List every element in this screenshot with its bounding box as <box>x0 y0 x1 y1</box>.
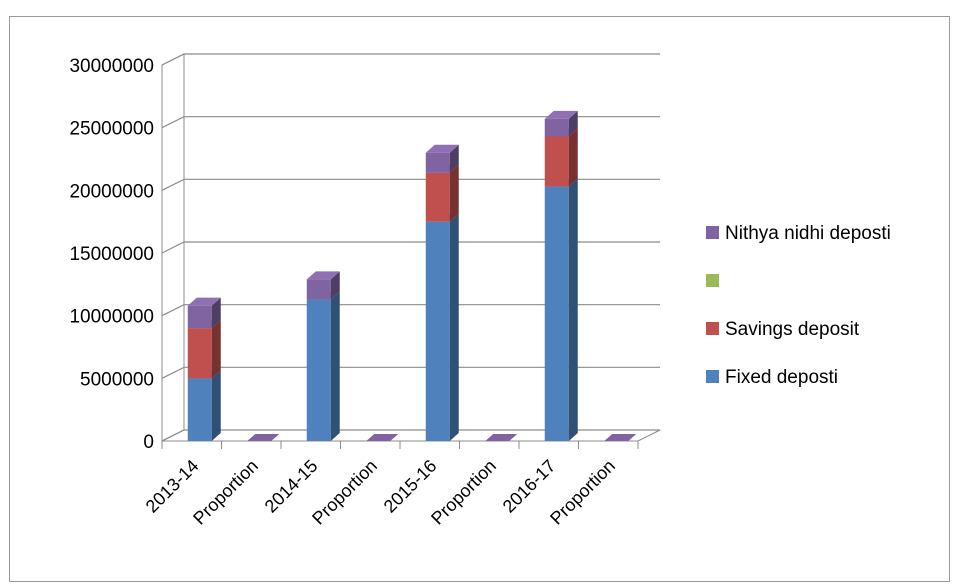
bar-front <box>425 172 450 222</box>
x-tick-label: Proportion <box>308 456 381 529</box>
gridlines <box>161 53 660 442</box>
gridline <box>161 241 660 254</box>
y-tick-label: 20000000 <box>69 181 154 202</box>
chart-container: 0 5000000 10000000 15000000 20000000 25000000… <box>9 16 950 582</box>
bar-side <box>568 178 578 441</box>
bar-top <box>187 297 221 306</box>
legend: Nithya nidhi deposti Savings deposit Fixed… <box>706 223 891 388</box>
bar-segment <box>306 291 340 441</box>
bar-zero-marker <box>247 434 280 441</box>
legend-label: Fixed deposti <box>725 367 838 388</box>
bar-side <box>330 271 340 300</box>
gridline <box>161 116 660 129</box>
legend-item: Nithya nidhi deposti <box>706 223 891 244</box>
gridline <box>161 366 660 379</box>
bar-top <box>425 144 459 153</box>
y-tick-label: 0 <box>143 432 154 453</box>
bar-front <box>544 186 569 441</box>
legend-label: Nithya nidhi deposti <box>725 223 891 244</box>
legend-item <box>706 274 719 287</box>
x-tick-label: Proportion <box>427 456 500 529</box>
y-axis-tick-labels: 0 5000000 10000000 15000000 20000000 25000000… <box>69 56 154 453</box>
legend-item: Savings deposit <box>706 319 860 340</box>
legend-swatch <box>706 322 719 335</box>
y-tick-label: 25000000 <box>69 119 154 140</box>
bar-side <box>449 144 459 173</box>
bar-side <box>568 128 578 187</box>
bar-front <box>544 118 569 137</box>
chart-walls <box>161 53 661 442</box>
bar-segment <box>544 110 578 137</box>
bar-segment <box>425 164 459 222</box>
bar-side <box>211 370 221 441</box>
bar-side <box>211 320 221 379</box>
bar-front <box>187 328 212 379</box>
bar-segment <box>306 271 340 300</box>
bar-series <box>187 110 637 441</box>
bar-side <box>449 213 459 441</box>
y-tick-label: 5000000 <box>80 369 154 390</box>
x-tick-label: Proportion <box>546 456 619 529</box>
legend-item: Fixed deposti <box>706 367 838 388</box>
gridline <box>161 178 660 191</box>
legend-label: Savings deposit <box>725 319 860 340</box>
bar-side <box>211 297 221 329</box>
bar-segment <box>187 297 221 329</box>
bar-front <box>187 378 212 441</box>
bar-front <box>306 299 331 441</box>
y-tick-label: 10000000 <box>69 307 154 328</box>
bar-segment <box>187 370 221 441</box>
bar-side <box>568 110 578 137</box>
bar-top <box>306 271 340 280</box>
bar-segment <box>425 213 459 441</box>
bar-side <box>330 291 340 441</box>
bar-top <box>544 110 578 119</box>
x-axis-tick-labels: 2013-14Proportion2014-15Proportion2015-1… <box>142 441 639 529</box>
bar-front <box>425 152 450 173</box>
gridline <box>161 429 660 442</box>
bar-side <box>449 164 459 222</box>
bar-zero-marker <box>604 434 637 441</box>
bar-segment <box>187 320 221 379</box>
bar-segment <box>544 178 578 441</box>
x-tick-label: 2015-16 <box>380 456 441 517</box>
gridline <box>161 53 660 66</box>
gridline <box>161 304 660 317</box>
bar-front <box>306 279 331 300</box>
bar-segment <box>544 128 578 187</box>
legend-swatch <box>706 274 719 287</box>
x-tick-label: 2016-17 <box>499 456 560 517</box>
floor <box>161 429 661 442</box>
x-tick-label: Proportion <box>189 456 262 529</box>
y-tick-label: 30000000 <box>69 56 154 77</box>
legend-swatch <box>706 370 719 383</box>
y-tick-label: 15000000 <box>69 244 154 265</box>
legend-swatch <box>706 226 719 239</box>
x-tick-label: 2013-14 <box>142 456 203 517</box>
bar-front <box>425 221 450 441</box>
bar-zero-marker <box>366 434 399 441</box>
bar-front <box>544 136 569 187</box>
x-tick-label: 2014-15 <box>261 456 322 517</box>
bar-front <box>187 305 212 329</box>
stacked-column-chart: 0 5000000 10000000 15000000 20000000 25000000… <box>69 53 891 529</box>
bar-zero-marker <box>485 434 518 441</box>
bar-segment <box>425 144 459 173</box>
